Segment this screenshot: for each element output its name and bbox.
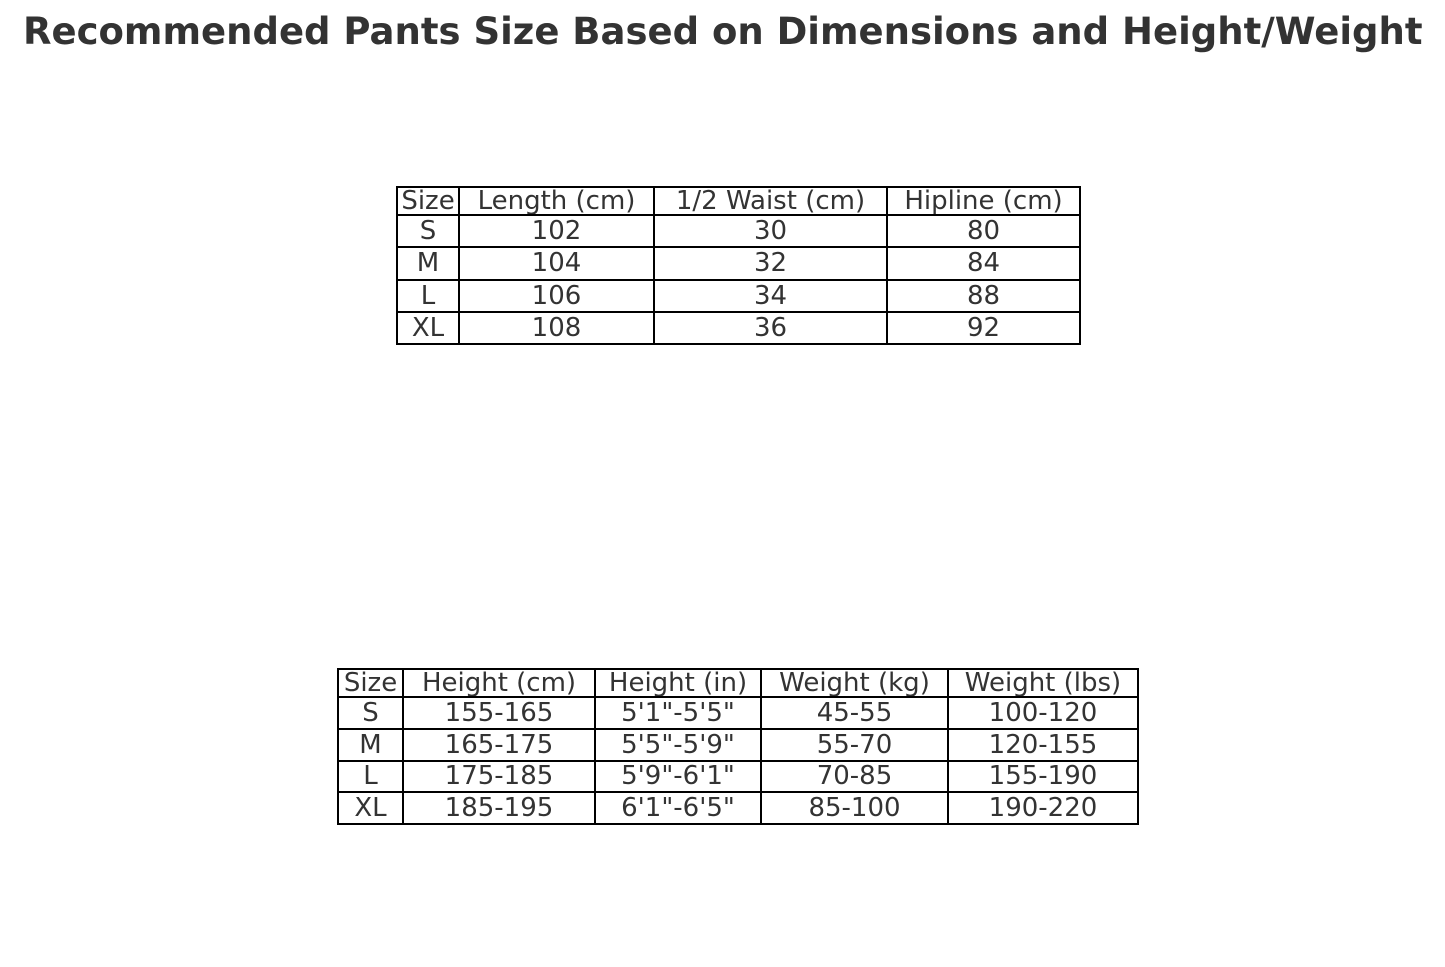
table-row: L 175-185 5'9"-6'1" 70-85 155-190 [337, 759, 1139, 794]
table-row: S 102 30 80 [396, 213, 1081, 249]
pants-dimensions-table-body: S 102 30 80 M 104 32 84 L 106 34 88 XL 108 36 92 [396, 213, 1081, 346]
table-cell: 165-175 [402, 727, 596, 762]
column-header: 1/2 Waist (cm) [653, 186, 888, 216]
table-row: M 165-175 5'5"-5'9" 55-70 120-155 [337, 727, 1139, 762]
table-cell: XL [396, 310, 460, 346]
table-cell: 155-190 [947, 759, 1139, 794]
header-row: Size Height (cm) Height (in) Weight (kg) Wei… [337, 668, 1139, 698]
table-cell: 70-85 [760, 759, 949, 794]
column-header: Height (cm) [402, 668, 596, 698]
table-cell: 102 [458, 213, 655, 249]
table-cell: 185-195 [402, 791, 596, 825]
column-header: Weight (lbs) [947, 668, 1139, 698]
table-cell: 30 [653, 213, 888, 249]
header-row: Size Length (cm) 1/2 Waist (cm) Hipline (cm… [396, 186, 1081, 216]
table-cell: 175-185 [402, 759, 596, 794]
table-cell: 108 [458, 310, 655, 346]
table-row: L 106 34 88 [396, 278, 1081, 313]
pants-dimensions-table-head: Size Length (cm) 1/2 Waist (cm) Hipline (cm… [396, 186, 1081, 216]
table-cell: 92 [886, 310, 1081, 346]
table-row: M 104 32 84 [396, 246, 1081, 281]
table-cell: 104 [458, 246, 655, 281]
table-cell: 100-120 [947, 696, 1139, 730]
table-row: S 155-165 5'1"-5'5" 45-55 100-120 [337, 696, 1139, 730]
table-cell: L [396, 278, 460, 313]
column-header: Size [396, 186, 460, 216]
column-header: Height (in) [594, 668, 762, 698]
table-cell: 55-70 [760, 727, 949, 762]
table-cell: S [337, 696, 404, 730]
table-cell: 84 [886, 246, 1081, 281]
table-cell: 36 [653, 310, 888, 346]
table-cell: S [396, 213, 460, 249]
table-cell: 34 [653, 278, 888, 313]
table-cell: XL [337, 791, 404, 825]
table-cell: 190-220 [947, 791, 1139, 825]
height-weight-table: Size Height (cm) Height (in) Weight (kg) Wei… [337, 668, 1139, 825]
table-cell: 5'1"-5'5" [594, 696, 762, 730]
table-cell: 120-155 [947, 727, 1139, 762]
table-cell: L [337, 759, 404, 794]
table-cell: M [337, 727, 404, 762]
column-header: Size [337, 668, 404, 698]
table-cell: 32 [653, 246, 888, 281]
table-row: XL 185-195 6'1"-6'5" 85-100 190-220 [337, 791, 1139, 825]
height-weight-table-body: S 155-165 5'1"-5'5" 45-55 100-120 M 165-175 5'5… [337, 696, 1139, 825]
table-cell: 45-55 [760, 696, 949, 730]
table-cell: 85-100 [760, 791, 949, 825]
table-row: XL 108 36 92 [396, 310, 1081, 346]
column-header: Length (cm) [458, 186, 655, 216]
height-weight-table-head: Size Height (cm) Height (in) Weight (kg) Wei… [337, 668, 1139, 698]
table-cell: 88 [886, 278, 1081, 313]
table-cell: 5'9"-6'1" [594, 759, 762, 794]
page-title: Recommended Pants Size Based on Dimensio… [23, 10, 1423, 53]
pants-dimensions-table: Size Length (cm) 1/2 Waist (cm) Hipline (cm… [396, 186, 1081, 346]
table-cell: 6'1"-6'5" [594, 791, 762, 825]
column-header: Weight (kg) [760, 668, 949, 698]
table-cell: 106 [458, 278, 655, 313]
table-cell: 155-165 [402, 696, 596, 730]
column-header: Hipline (cm) [886, 186, 1081, 216]
table-cell: 5'5"-5'9" [594, 727, 762, 762]
table-cell: 80 [886, 213, 1081, 249]
table-cell: M [396, 246, 460, 281]
